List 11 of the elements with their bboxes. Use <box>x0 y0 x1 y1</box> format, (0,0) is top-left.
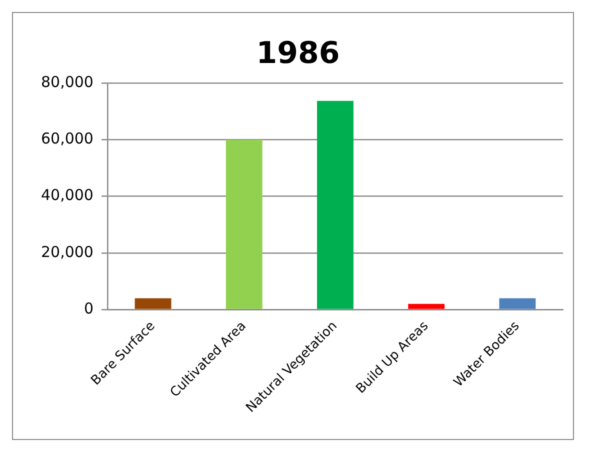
bar <box>226 140 262 309</box>
bar <box>134 298 172 309</box>
bar <box>499 298 536 309</box>
bar <box>408 304 445 309</box>
y-tick-label: 40,000 <box>40 186 94 204</box>
chart-title: 1986 <box>256 36 340 71</box>
y-tick-label: 80,000 <box>40 72 94 91</box>
y-tick-label: 20,000 <box>40 242 94 261</box>
y-tick-label: 60,000 <box>40 130 94 148</box>
bar <box>317 100 354 309</box>
y-tick-label: 0 <box>84 299 94 318</box>
